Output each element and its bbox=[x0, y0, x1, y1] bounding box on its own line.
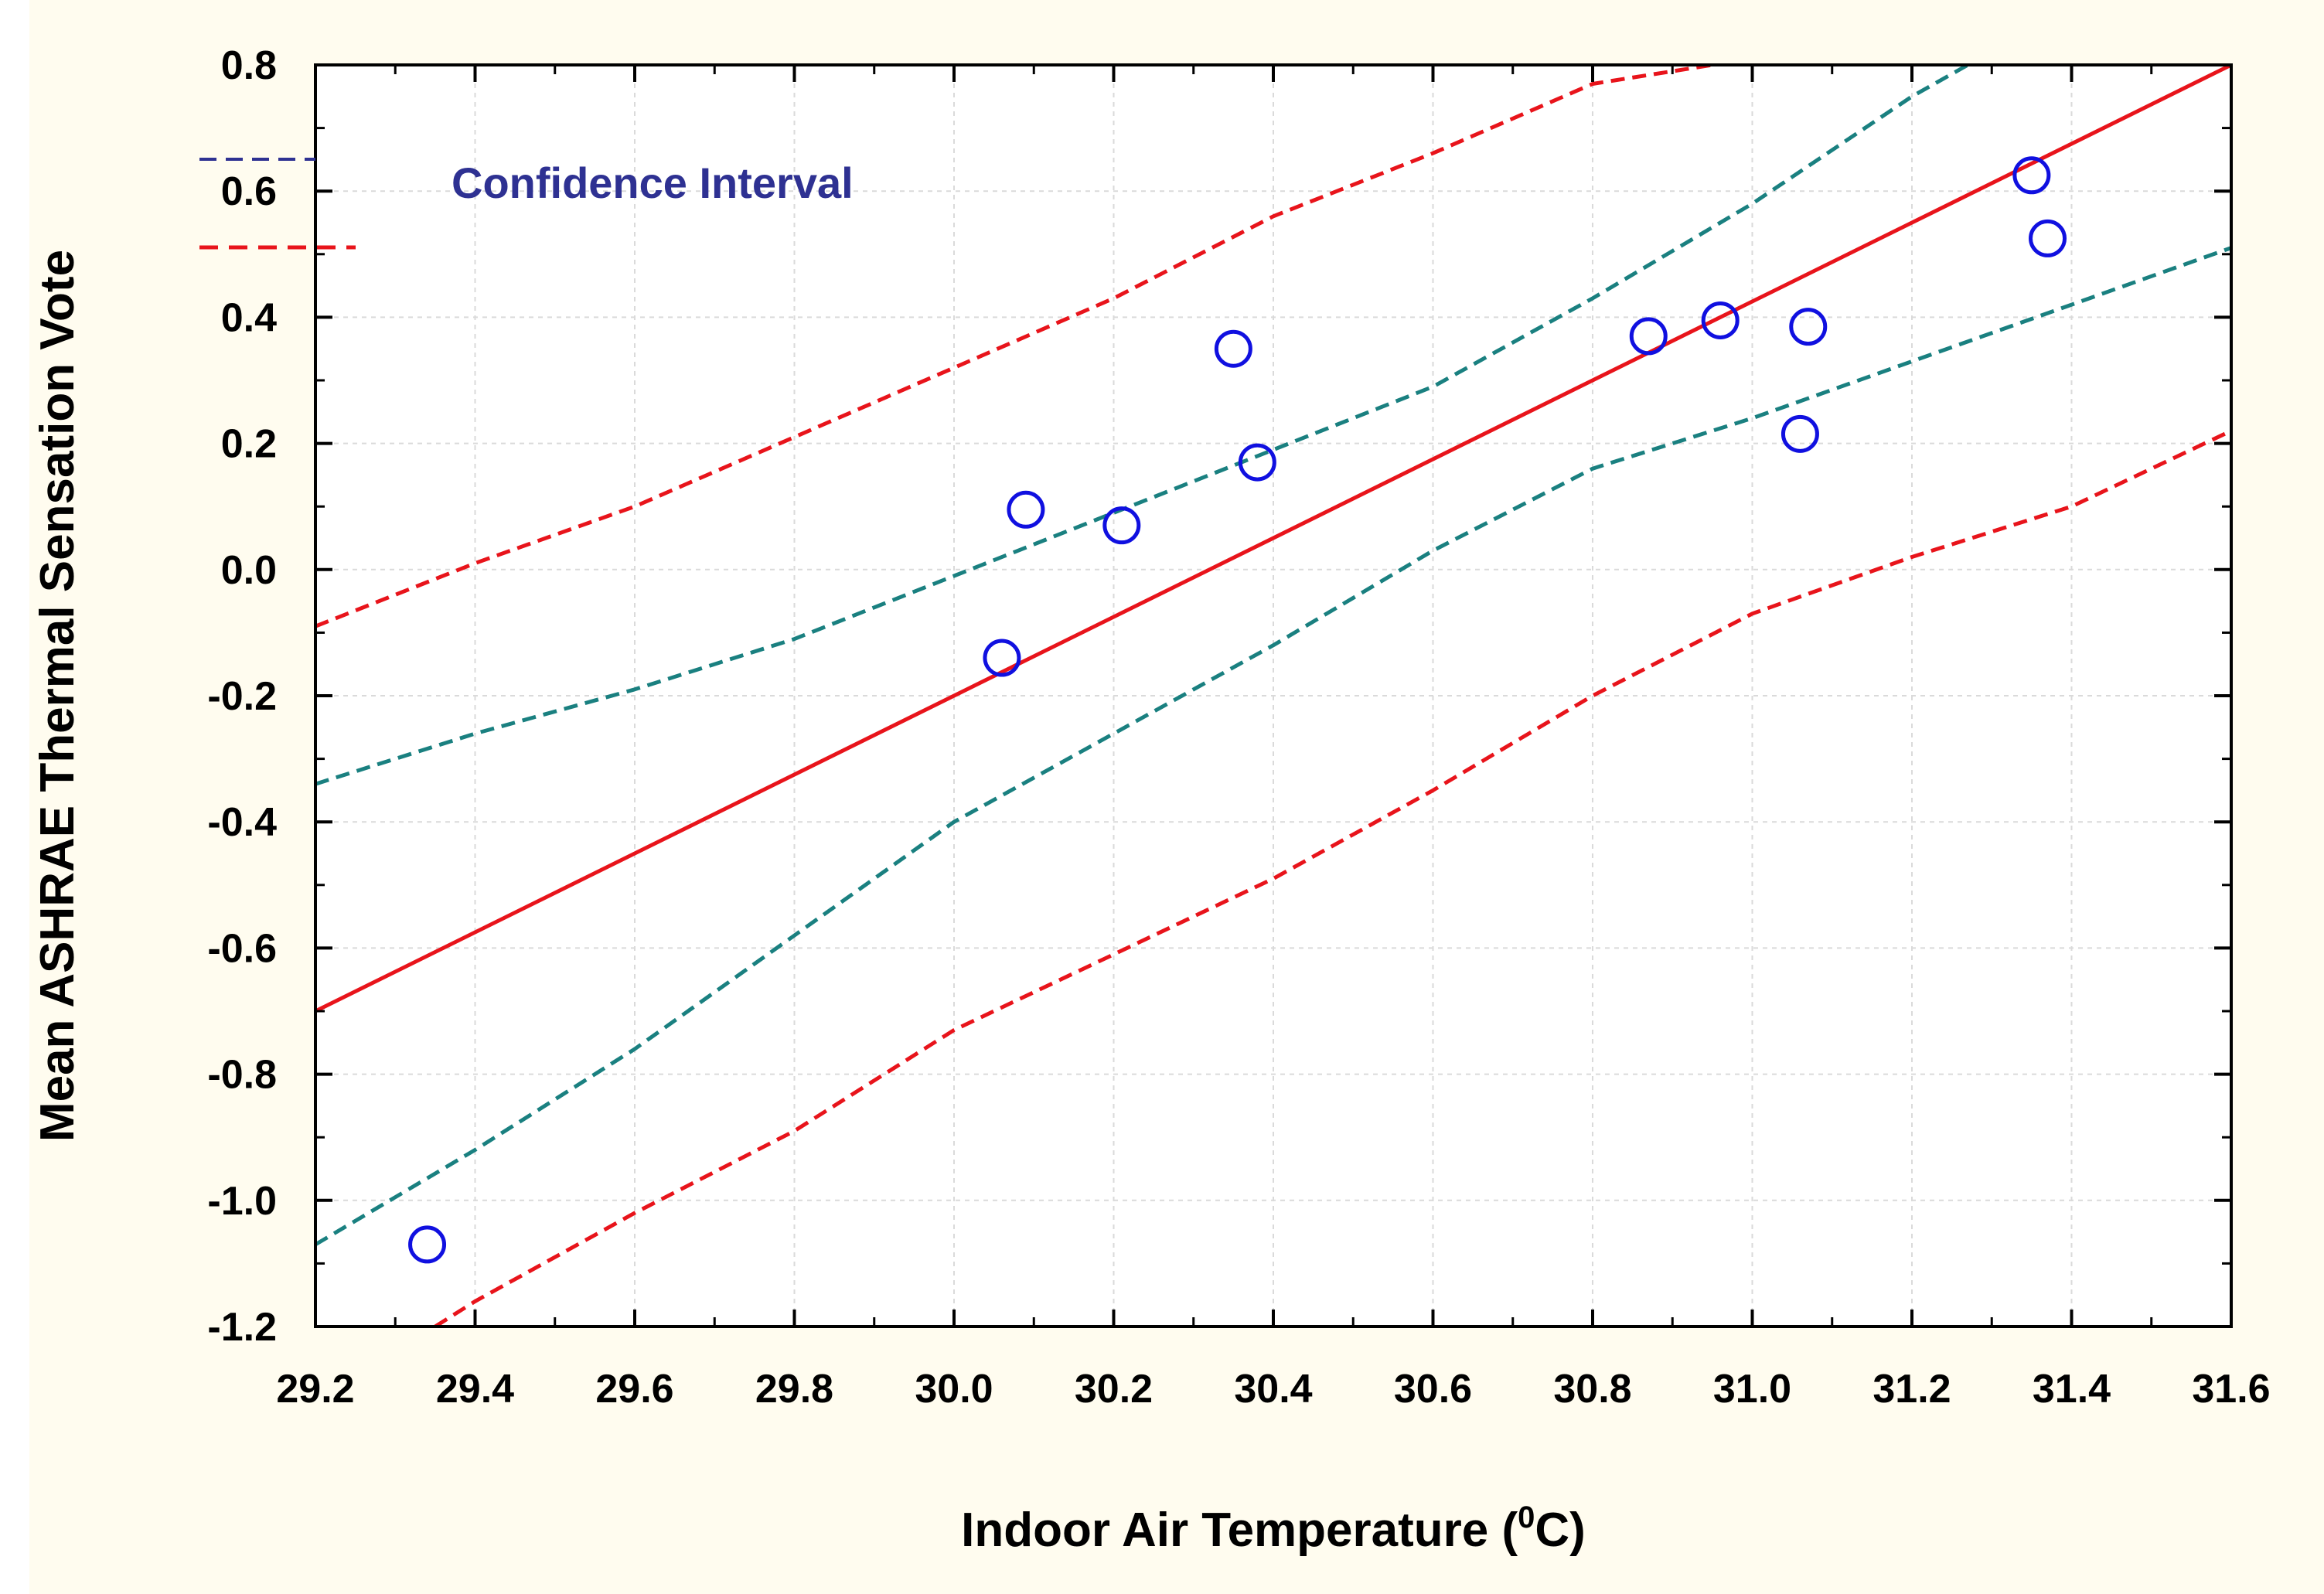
legend-label: Confidence Interval bbox=[452, 158, 854, 207]
y-tick-label: -1.2 bbox=[207, 1305, 277, 1350]
prediction-band-upper bbox=[315, 65, 1713, 628]
grid bbox=[315, 64, 2232, 1327]
confidence-band-lower bbox=[315, 246, 2231, 1247]
x-tick-label: 31.6 bbox=[2192, 1367, 2270, 1412]
x-tick-label: 30.8 bbox=[1553, 1367, 1631, 1412]
y-tick-label: -0.6 bbox=[207, 926, 277, 971]
data-point bbox=[983, 639, 1021, 677]
data-point bbox=[1238, 443, 1276, 482]
data-points bbox=[408, 156, 2067, 1264]
y-tick-label: -0.4 bbox=[207, 800, 277, 845]
x-tick-labels: 29.2 29.4 29.6 29.8 30.0 30.2 30.4 30.6 30.8 31.0… bbox=[276, 1367, 2270, 1412]
y-tick-label: 0.2 bbox=[221, 422, 277, 467]
data-point bbox=[1629, 317, 1668, 356]
y-axis-title: Mean ASHRAE Thermal Sensation Vote bbox=[31, 250, 84, 1142]
data-point bbox=[1780, 414, 1819, 453]
x-tick-label: 29.4 bbox=[436, 1367, 514, 1412]
x-tick-label: 29.8 bbox=[755, 1367, 833, 1412]
y-tick-label: 0.4 bbox=[221, 295, 277, 340]
data-point bbox=[1214, 329, 1252, 368]
x-tick-label: 31.0 bbox=[1713, 1367, 1791, 1412]
data-point bbox=[2012, 156, 2051, 195]
regression-line bbox=[315, 65, 2231, 1013]
data-point bbox=[2029, 219, 2067, 257]
x-tick-label: 30.2 bbox=[1075, 1367, 1153, 1412]
confidence-band-upper bbox=[315, 65, 1969, 786]
x-axis-title: Indoor Air Temperature (0C) bbox=[961, 1500, 1586, 1557]
x-tick-label: 31.4 bbox=[2033, 1367, 2111, 1412]
y-tick-labels: -1.2 -1.0 -0.8 -0.6 -0.4 -0.2 0.0 0.2 0.4 0.6 0.8 bbox=[207, 43, 277, 1350]
y-tick-label: -1.0 bbox=[207, 1179, 277, 1224]
legend: Confidence Interval bbox=[199, 158, 854, 250]
y-tick-label: 0.0 bbox=[221, 548, 277, 593]
y-tick-label: 0.8 bbox=[221, 43, 277, 88]
x-tick-label: 29.2 bbox=[276, 1367, 354, 1412]
x-tick-label: 30.0 bbox=[915, 1367, 993, 1412]
axis-ticks bbox=[314, 63, 2233, 1328]
prediction-band-lower bbox=[434, 429, 2231, 1327]
band-lines bbox=[315, 65, 2231, 1327]
data-point bbox=[1007, 490, 1045, 529]
data-point bbox=[1701, 301, 1740, 339]
y-tick-label: -0.2 bbox=[207, 674, 277, 719]
x-tick-label: 29.6 bbox=[595, 1367, 673, 1412]
x-tick-label: 31.2 bbox=[1872, 1367, 1951, 1412]
data-point bbox=[408, 1225, 447, 1264]
data-point bbox=[1102, 506, 1141, 545]
x-tick-label: 30.4 bbox=[1234, 1367, 1312, 1412]
x-tick-label: 30.6 bbox=[1394, 1367, 1472, 1412]
data-point bbox=[1789, 308, 1828, 346]
y-tick-label: 0.6 bbox=[221, 169, 277, 214]
y-tick-label: -0.8 bbox=[207, 1053, 277, 1098]
